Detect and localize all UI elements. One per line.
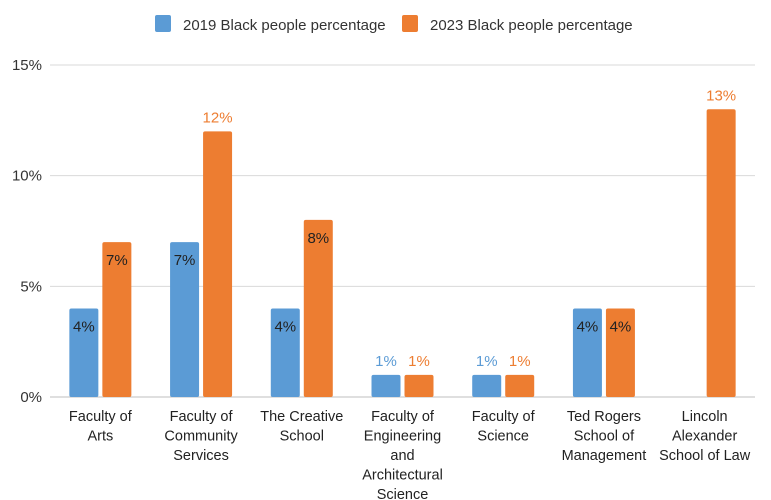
bar-s1-c3 xyxy=(404,374,434,397)
bar-s0-c4 xyxy=(472,374,502,397)
data-label-s1-c1: 12% xyxy=(203,109,233,126)
category-label-3-line-3: Architectural xyxy=(362,468,443,484)
y-tick-label-1: 5% xyxy=(20,278,42,295)
data-label-s1-c6: 13% xyxy=(706,87,736,104)
bar-s0-c5 xyxy=(572,308,602,397)
data-label-s1-c0: 7% xyxy=(106,252,128,269)
category-label-6-line-1: Alexander xyxy=(672,429,737,445)
data-label-s0-c3: 1% xyxy=(375,353,397,370)
category-label-6-line-0: Lincoln xyxy=(682,409,728,425)
category-label-4-line-1: Science xyxy=(477,429,529,445)
category-label-4-line-0: Faculty of xyxy=(472,409,536,425)
data-label-s0-c1: 7% xyxy=(174,252,196,269)
bar-s1-c2 xyxy=(303,219,333,397)
category-label-0-line-1: Arts xyxy=(87,429,113,445)
data-label-s1-c5: 4% xyxy=(610,318,632,335)
legend-label-1: 2023 Black people percentage xyxy=(430,17,633,34)
category-label-2-line-1: School xyxy=(280,429,324,445)
bar-s1-c6 xyxy=(706,109,736,398)
category-label-3-line-1: Engineering xyxy=(364,429,441,445)
bar-s0-c3 xyxy=(371,374,401,397)
bar-s1-c1 xyxy=(203,131,233,397)
category-label-6-line-2: School of Law xyxy=(659,448,751,464)
bar-s0-c0 xyxy=(69,308,99,397)
category-label-3-line-0: Faculty of xyxy=(371,409,435,425)
category-label-1-line-2: Services xyxy=(173,448,229,464)
bar-s0-c2 xyxy=(270,308,300,397)
y-tick-label-0: 0% xyxy=(20,389,42,406)
category-label-0-line-0: Faculty of xyxy=(69,409,133,425)
category-label-2-line-0: The Creative xyxy=(260,409,343,425)
legend-label-0: 2019 Black people percentage xyxy=(183,17,386,34)
data-label-s0-c4: 1% xyxy=(476,353,498,370)
category-label-1-line-1: Community xyxy=(164,429,238,445)
category-label-5-line-0: Ted Rogers xyxy=(567,409,641,425)
bar-s0-c1 xyxy=(170,242,200,397)
category-label-3-line-2: and xyxy=(390,448,414,464)
data-label-s1-c4: 1% xyxy=(509,353,531,370)
bar-s1-c0 xyxy=(102,242,132,397)
y-tick-label-2: 10% xyxy=(12,168,42,185)
legend-swatch-0 xyxy=(155,15,171,32)
bar-s1-c4 xyxy=(505,374,535,397)
legend-swatch-1 xyxy=(402,15,418,32)
data-label-s0-c0: 4% xyxy=(73,318,95,335)
category-label-3-line-4: Science xyxy=(377,487,429,500)
data-label-s1-c3: 1% xyxy=(408,353,430,370)
data-label-s0-c2: 4% xyxy=(274,318,296,335)
category-label-5-line-2: Management xyxy=(562,448,647,464)
bar-s1-c5 xyxy=(605,308,635,397)
category-label-5-line-1: School of xyxy=(574,429,635,445)
data-label-s1-c2: 8% xyxy=(307,230,329,247)
y-tick-label-3: 15% xyxy=(12,57,42,74)
data-label-s0-c5: 4% xyxy=(577,318,599,335)
category-label-1-line-0: Faculty of xyxy=(170,409,234,425)
